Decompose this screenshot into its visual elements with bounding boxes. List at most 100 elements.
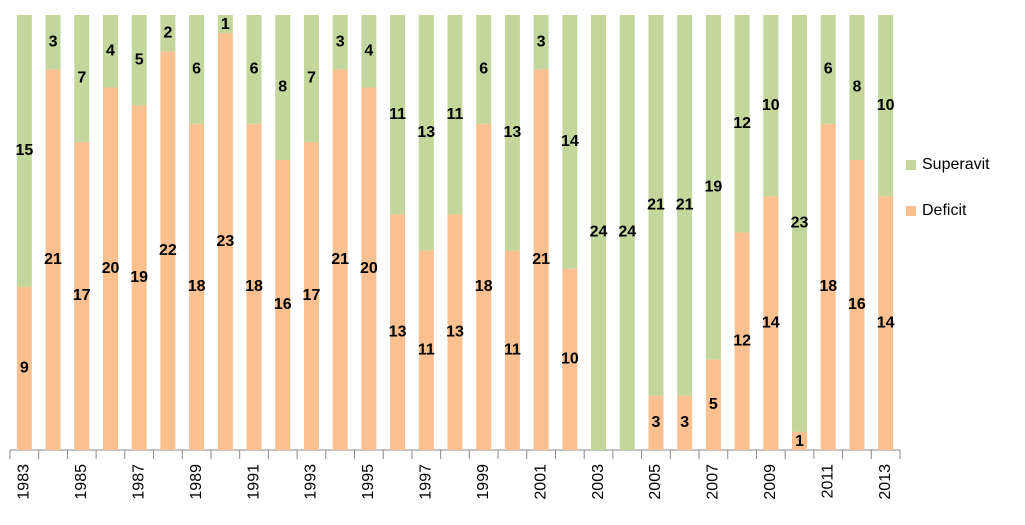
value-label: 10: [561, 351, 579, 368]
value-label: 8: [278, 79, 287, 96]
value-label: 11: [447, 106, 464, 123]
value-label: 4: [106, 42, 115, 59]
value-label: 10: [877, 97, 895, 114]
value-label: 13: [389, 323, 407, 340]
bar-segment: [763, 196, 779, 450]
bar-segment: [160, 15, 176, 52]
bar-segment: [361, 15, 377, 88]
legend-swatch: [906, 160, 916, 170]
bar-segment: [619, 15, 635, 450]
bar-segment: [849, 160, 865, 450]
bar-segment: [591, 15, 607, 450]
x-tick-label: 1995: [360, 464, 377, 500]
value-label: 7: [307, 70, 316, 87]
value-label: 1: [795, 433, 804, 450]
value-label: 21: [676, 197, 694, 214]
bar-segment: [246, 15, 262, 124]
value-label: 12: [733, 115, 751, 132]
value-label: 16: [274, 296, 292, 313]
bar-segment: [820, 123, 836, 450]
value-label: 8: [852, 79, 861, 96]
bar-segment: [102, 87, 118, 450]
bar-segment: [878, 196, 894, 450]
x-tick-label: 2011: [819, 464, 836, 499]
bar-segment: [792, 15, 808, 432]
bar-segment: [16, 15, 32, 287]
value-label: 3: [537, 33, 546, 50]
x-tick-label: 2009: [762, 464, 779, 500]
value-label: 1: [221, 16, 230, 33]
bar-segment: [705, 359, 721, 450]
value-label: 4: [364, 42, 373, 59]
value-label: 3: [49, 33, 58, 50]
bar-segment: [504, 250, 520, 450]
value-label: 20: [102, 260, 120, 277]
value-label: 17: [73, 287, 91, 304]
x-tick-label: 1997: [418, 464, 435, 500]
bar-segment: [792, 431, 808, 450]
bar-segment: [677, 395, 693, 450]
value-label: 6: [479, 61, 488, 78]
value-label: 21: [44, 251, 62, 268]
bar-segment: [533, 69, 549, 450]
bar-segment: [303, 141, 319, 450]
bar-segment: [275, 160, 291, 450]
bar-segment: [16, 286, 32, 450]
value-label: 18: [475, 278, 493, 295]
bar-segment: [476, 15, 492, 124]
value-label: 16: [848, 296, 866, 313]
bar-segment: [332, 15, 348, 70]
bar-segment: [447, 214, 463, 450]
legend-swatch: [906, 206, 916, 216]
bar-segment: [763, 15, 779, 197]
x-tick-label: 1985: [73, 464, 90, 500]
bar-segment: [45, 69, 61, 450]
bar-segment: [390, 214, 406, 450]
bar-segment: [562, 268, 578, 450]
value-label: 21: [647, 197, 665, 214]
bar-segment: [418, 250, 434, 450]
bar-segment: [45, 15, 61, 70]
bar-segment: [217, 15, 233, 34]
value-label: 3: [680, 414, 689, 431]
bar-segment: [361, 87, 377, 450]
bar-segment: [476, 123, 492, 450]
legend-label: Superavit: [922, 156, 990, 173]
value-label: 18: [819, 278, 837, 295]
x-tick-label: 1991: [245, 464, 262, 500]
legend-label: Deficit: [922, 202, 967, 219]
bar-segment: [217, 33, 233, 450]
value-label: 20: [360, 260, 378, 277]
value-label: 9: [20, 360, 29, 377]
bar-segment: [533, 15, 549, 70]
value-label: 3: [336, 33, 345, 50]
value-label: 13: [417, 124, 435, 141]
value-label: 23: [216, 233, 234, 250]
x-tick-label: 1983: [16, 464, 33, 500]
bar-segment: [390, 15, 406, 215]
value-label: 13: [446, 323, 464, 340]
bar-segment: [648, 395, 664, 450]
value-label: 13: [504, 124, 522, 141]
value-label: 6: [250, 61, 259, 78]
x-tick-label: 1993: [303, 464, 320, 500]
value-label: 18: [188, 278, 206, 295]
bar-segment: [418, 15, 434, 251]
value-label: 12: [733, 332, 751, 349]
value-label: 21: [331, 251, 349, 268]
value-label: 5: [135, 52, 144, 69]
value-label: 10: [762, 97, 780, 114]
value-label: 19: [130, 269, 148, 286]
bar-segment: [74, 141, 90, 450]
value-label: 18: [245, 278, 263, 295]
value-label: 11: [418, 342, 435, 359]
value-label: 14: [561, 133, 579, 150]
x-tick-label: 2013: [877, 464, 894, 500]
bar-segment: [131, 15, 147, 106]
bar-segment: [705, 15, 721, 360]
x-tick-label: 2007: [705, 464, 722, 500]
bar-segment: [677, 15, 693, 396]
x-tick-label: 2005: [647, 464, 664, 500]
bar-segment: [189, 15, 205, 124]
